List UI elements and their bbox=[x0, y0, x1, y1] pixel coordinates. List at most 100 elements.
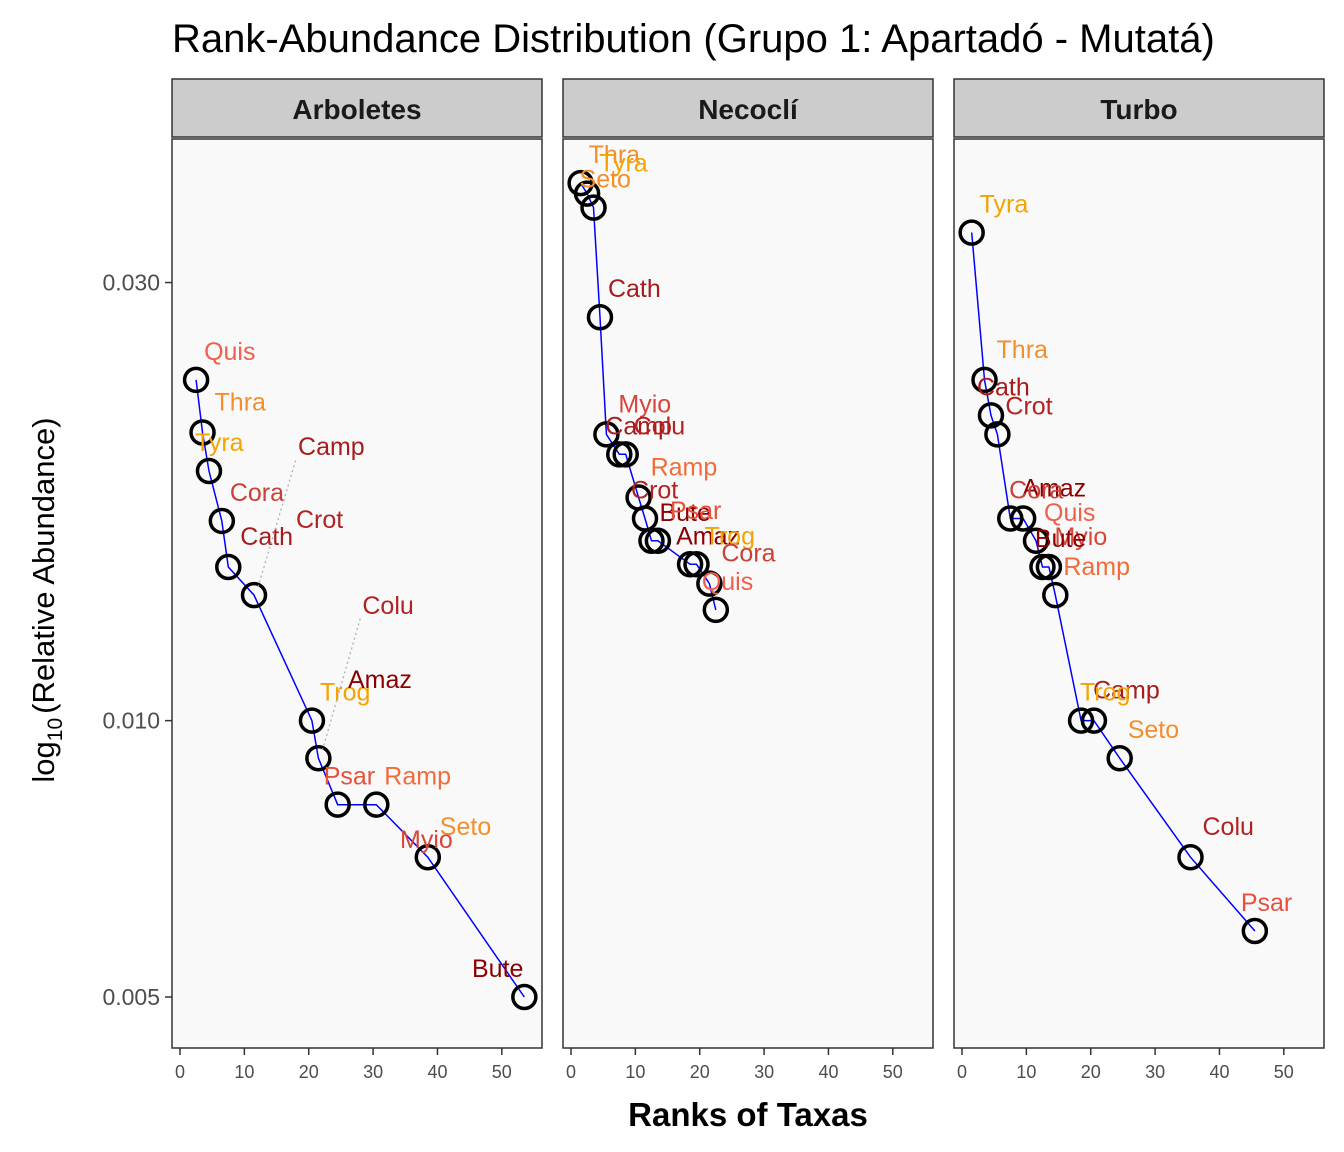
point-label: Cora bbox=[230, 479, 284, 507]
point-label: Thra bbox=[997, 336, 1049, 364]
data-point bbox=[1106, 744, 1133, 772]
point-label: Camp bbox=[298, 433, 365, 461]
point-label: Camp bbox=[605, 412, 672, 440]
x-tick-label: 50 bbox=[1274, 1062, 1294, 1082]
data-point bbox=[414, 843, 442, 871]
chart-title: Rank-Abundance Distribution (Grupo 1: Ap… bbox=[172, 17, 1215, 61]
y-tick-label: 0.010 bbox=[102, 708, 160, 734]
point-label: Colu bbox=[634, 412, 685, 440]
label-leader-line bbox=[257, 458, 297, 588]
data-point bbox=[593, 421, 620, 448]
x-tick-label: 40 bbox=[818, 1062, 838, 1082]
strip-background bbox=[171, 78, 543, 138]
point-label: Crot bbox=[296, 506, 343, 534]
point-label: Bute bbox=[1035, 525, 1086, 553]
point-label: Amaz bbox=[1022, 475, 1086, 503]
data-point bbox=[586, 303, 614, 331]
point-label: Seto bbox=[440, 813, 491, 841]
point-label: Amaz bbox=[676, 522, 740, 550]
strip-label: Arboletes bbox=[292, 94, 421, 125]
point-label: Seto bbox=[580, 166, 631, 194]
point-label: Trog bbox=[320, 679, 370, 707]
data-point bbox=[1080, 707, 1108, 734]
point-label: Camp bbox=[1093, 677, 1160, 705]
point-label: Quis bbox=[1044, 499, 1095, 527]
x-tick-label: 0 bbox=[175, 1062, 185, 1082]
data-point bbox=[696, 570, 723, 597]
x-tick-label: 30 bbox=[1145, 1062, 1165, 1082]
x-tick-label: 40 bbox=[1209, 1062, 1229, 1082]
point-label: Cora bbox=[721, 540, 775, 568]
x-tick-label: 50 bbox=[492, 1062, 512, 1082]
data-point bbox=[1241, 917, 1269, 945]
data-point bbox=[1022, 527, 1050, 555]
x-tick-label: 10 bbox=[1016, 1062, 1036, 1082]
point-label: Colu bbox=[362, 592, 413, 620]
data-point bbox=[958, 219, 985, 246]
point-label: Psar bbox=[324, 763, 375, 791]
x-axis-title: Ranks of Taxas bbox=[628, 1096, 868, 1133]
data-point bbox=[644, 527, 672, 555]
point-label: Seto bbox=[1128, 716, 1179, 744]
data-point bbox=[984, 421, 1011, 448]
point-label: Quis bbox=[702, 568, 753, 596]
y-axis-title-text: log10(Relative Abundance) bbox=[26, 417, 67, 782]
data-point bbox=[215, 553, 242, 581]
facet-panels: Arboletes 0 10 20 30 40 50 Quis Thra Tyra Cora Cath… bbox=[171, 78, 1325, 1082]
point-label: Psar bbox=[1241, 889, 1292, 917]
point-label: Myio bbox=[1054, 523, 1107, 551]
point-label: Bute bbox=[472, 955, 523, 983]
data-point bbox=[1035, 553, 1063, 581]
point-label: Tyra bbox=[980, 191, 1029, 219]
strip-background bbox=[562, 78, 934, 138]
data-point bbox=[208, 507, 236, 535]
y-tick-label: 0.030 bbox=[102, 270, 160, 296]
data-point bbox=[324, 791, 351, 818]
x-tick-label: 20 bbox=[1081, 1062, 1101, 1082]
data-point bbox=[971, 366, 998, 394]
data-point bbox=[298, 707, 326, 734]
strip-label: Necoclí bbox=[698, 94, 799, 125]
x-tick-label: 40 bbox=[427, 1062, 447, 1082]
point-label: Cath bbox=[608, 275, 661, 303]
point-label: Tyra bbox=[195, 429, 244, 457]
data-point bbox=[997, 505, 1024, 532]
point-label: Myio bbox=[400, 826, 453, 854]
point-label: Cora bbox=[1009, 477, 1063, 505]
data-point bbox=[305, 744, 332, 772]
x-tick-label: 0 bbox=[566, 1062, 576, 1082]
data-point bbox=[1177, 843, 1204, 871]
data-point bbox=[240, 581, 268, 609]
data-point bbox=[511, 983, 538, 1011]
data-point bbox=[612, 441, 639, 468]
point-label: Ramp bbox=[384, 763, 451, 791]
data-point bbox=[683, 551, 710, 578]
x-tick-label: 30 bbox=[363, 1062, 383, 1082]
point-label: Quis bbox=[204, 338, 255, 366]
data-point bbox=[573, 180, 601, 207]
point-label: Myio bbox=[618, 390, 671, 418]
facet-panel-arboletes: Arboletes 0 10 20 30 40 50 Quis Thra Tyra Cora Cath… bbox=[171, 78, 543, 1082]
point-label: Cath bbox=[240, 523, 293, 551]
x-tick-label: 20 bbox=[690, 1062, 710, 1082]
point-label: Ramp bbox=[651, 453, 718, 481]
y-axis-title: log10(Relative Abundance) bbox=[26, 417, 67, 782]
x-tick-label: 10 bbox=[625, 1062, 645, 1082]
panel-background bbox=[171, 138, 543, 1049]
strip-label: Turbo bbox=[1100, 94, 1177, 125]
rank-abundance-line bbox=[580, 182, 717, 611]
point-label: Thra bbox=[589, 141, 641, 169]
point-label: Trog bbox=[1080, 679, 1130, 707]
point-label: Amaz bbox=[348, 666, 412, 694]
data-point bbox=[580, 194, 607, 221]
point-label: Crot bbox=[631, 477, 678, 505]
x-tick-label: 20 bbox=[299, 1062, 319, 1082]
y-tick-label: 0.005 bbox=[102, 984, 160, 1010]
x-tick-label: 10 bbox=[234, 1062, 254, 1082]
data-point bbox=[195, 457, 223, 485]
data-point bbox=[702, 596, 730, 624]
point-label: Trog bbox=[705, 522, 755, 550]
point-label: Crot bbox=[1005, 392, 1052, 420]
